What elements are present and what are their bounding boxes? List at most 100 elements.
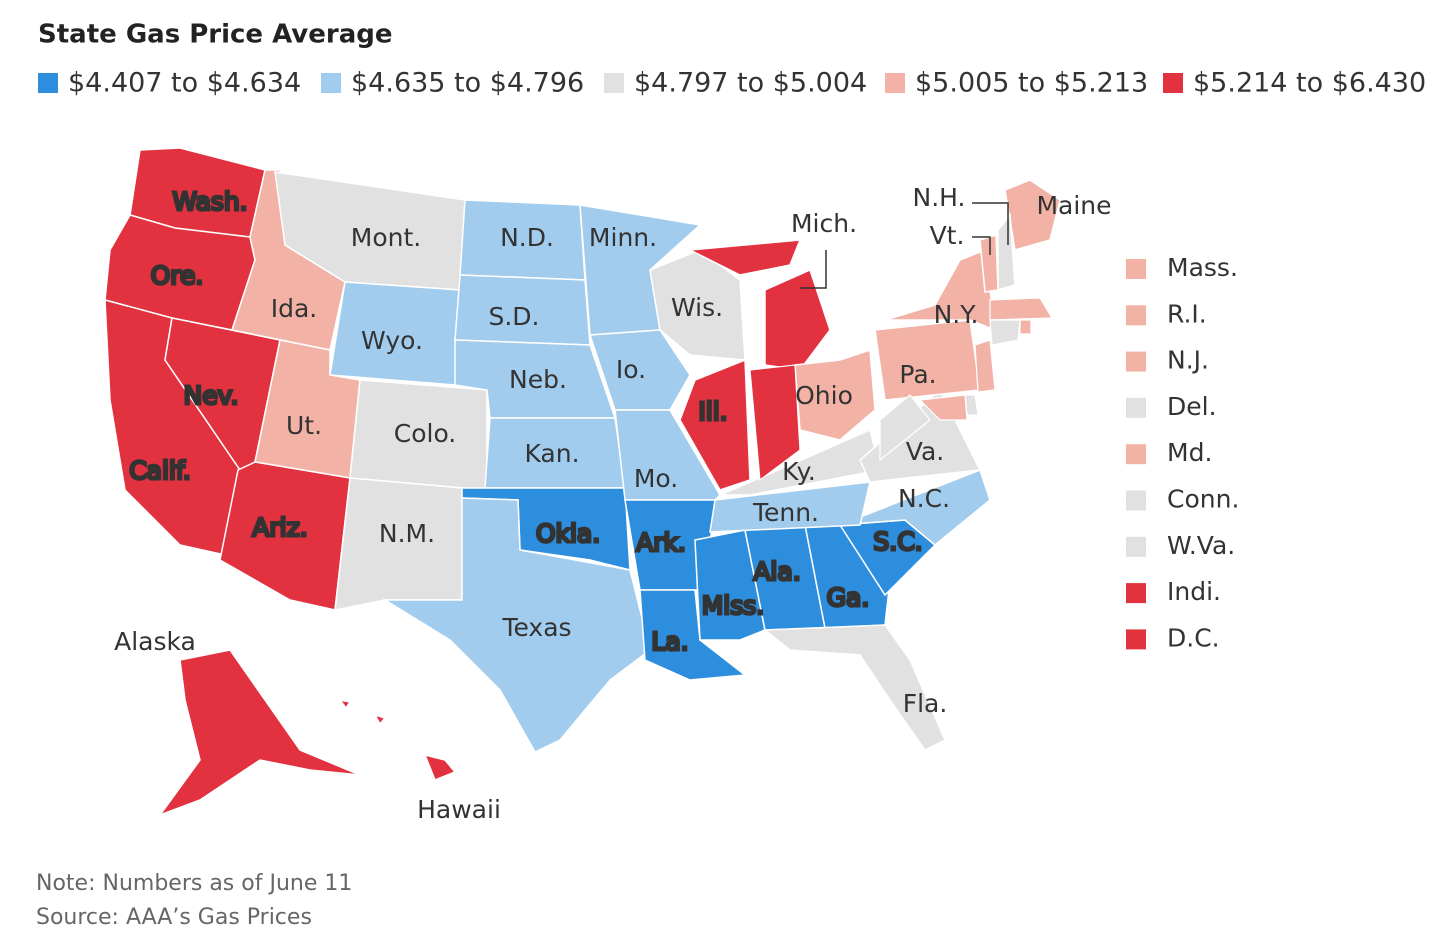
side-swatch (1126, 490, 1146, 511)
side-label: Indi. (1167, 577, 1221, 606)
state-label: Wash. (172, 187, 247, 216)
legend-swatch (604, 73, 624, 93)
state-label: N.D. (500, 223, 554, 252)
legend-swatch (1163, 73, 1183, 93)
state-label: S.D. (488, 302, 539, 331)
side-swatch (1126, 351, 1146, 372)
side-swatch (1126, 444, 1146, 465)
state-label: Alaska (114, 627, 196, 656)
state-label: N.M. (379, 519, 435, 548)
side-label: W.Va. (1167, 531, 1235, 560)
state-label: Ariz. (252, 513, 307, 542)
state-label: Hawaii (417, 795, 501, 824)
state-label: Okla. (536, 519, 600, 548)
state-label: Ga. (827, 583, 870, 612)
state-label: Va. (906, 437, 944, 466)
title: State Gas Price Average (38, 20, 393, 50)
side-swatch (1126, 583, 1146, 604)
state-label: Maine (1036, 191, 1111, 220)
state (709, 481, 871, 533)
note: Note: Numbers as of June 11 (36, 871, 352, 896)
side-swatch (1126, 629, 1146, 650)
state-label: Ore. (151, 261, 204, 290)
state-label: Ohio (795, 381, 853, 410)
side-label: Conn. (1167, 485, 1239, 514)
state (687, 239, 802, 276)
state-label: Mich. (791, 209, 857, 238)
state-label: Ala. (753, 557, 800, 586)
state-label: Io. (616, 355, 646, 384)
leader-line (800, 250, 827, 289)
side-swatch (1126, 536, 1146, 557)
legend-swatch (885, 73, 905, 93)
state-label: Wyo. (361, 326, 423, 355)
state-label: Mont. (351, 223, 421, 252)
state-label: Fla. (903, 689, 948, 718)
state (423, 753, 457, 781)
legend-label: $4.407 to $4.634 (68, 68, 301, 99)
side-swatch (1126, 305, 1146, 326)
state-label: Nev. (184, 381, 239, 410)
side-label: D.C. (1167, 623, 1220, 652)
side-label: N.J. (1167, 346, 1209, 375)
state-label: La. (651, 627, 688, 656)
state (588, 329, 691, 411)
state-label: Kan. (524, 439, 579, 468)
state-label: N.Y. (934, 300, 979, 329)
state (839, 469, 991, 546)
state-label: Colo. (394, 419, 457, 448)
state (749, 364, 801, 482)
side-label: Mass. (1167, 253, 1238, 282)
leader-lines (800, 202, 1009, 289)
state (639, 589, 747, 681)
state (918, 394, 968, 421)
state (764, 268, 831, 371)
state-label: Calif. (129, 456, 191, 485)
states (104, 147, 1061, 817)
state (989, 319, 1021, 346)
state-label: Minn. (589, 223, 657, 252)
state-label: S.C. (873, 527, 922, 556)
state-label: Miss. (702, 591, 765, 620)
state-label: Ky. (782, 457, 816, 486)
side-label: R.I. (1167, 299, 1207, 328)
state (157, 649, 361, 817)
state (614, 409, 721, 501)
state-label: Vt. (930, 221, 965, 250)
state-label: Ark. (636, 528, 686, 557)
state (1019, 319, 1032, 335)
state (679, 358, 751, 491)
state (694, 529, 766, 641)
state-label: Tenn. (752, 498, 819, 527)
state (762, 624, 946, 751)
legend-label: $4.797 to $5.004 (634, 68, 867, 99)
state-label: Mo. (634, 464, 678, 493)
state-label: N.H. (913, 183, 966, 212)
leader-line (972, 202, 1009, 245)
state (794, 348, 876, 441)
state (974, 339, 996, 393)
state-label: Pa. (899, 360, 936, 389)
state (373, 713, 387, 726)
state-label: N.C. (898, 484, 950, 513)
labels: Wash. Ore. Calif. Nev. Ida. Mont. Wyo. Ut. Colo.… (114, 183, 1111, 824)
side-swatch (1126, 259, 1146, 279)
state (989, 297, 1054, 321)
side-label: Del. (1167, 392, 1217, 421)
legend-swatch (38, 73, 58, 93)
state (879, 394, 931, 462)
state (1004, 179, 1061, 251)
state-label: Texas (501, 613, 571, 642)
legend-label: $5.214 to $6.430 (1193, 68, 1426, 99)
legend-label: $4.635 to $4.796 (351, 68, 584, 99)
legend-label: $5.005 to $5.213 (915, 68, 1148, 99)
side-swatch (1126, 397, 1146, 418)
state (382, 497, 651, 753)
state-label: Ill. (698, 397, 727, 426)
state-label: Ut. (286, 411, 322, 440)
state-label: Wis. (671, 293, 723, 322)
side-label: Md. (1167, 438, 1212, 467)
source: Source: AAA’s Gas Prices (36, 905, 312, 930)
leader-line (972, 236, 991, 255)
